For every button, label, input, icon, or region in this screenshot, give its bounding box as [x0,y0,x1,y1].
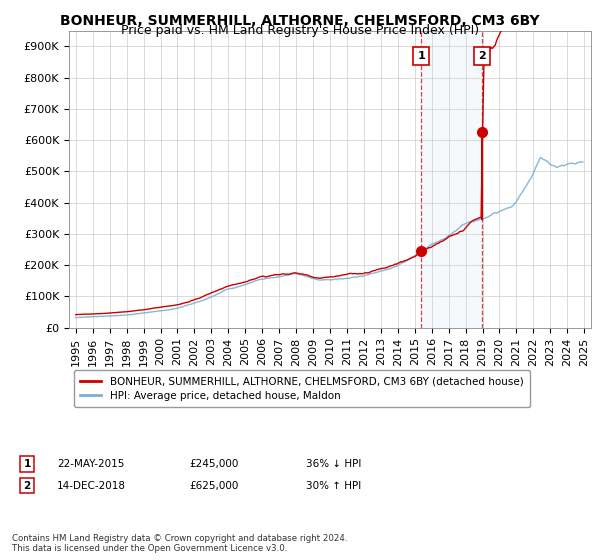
Text: 1: 1 [418,51,425,61]
Text: 30% ↑ HPI: 30% ↑ HPI [306,480,361,491]
Text: 2: 2 [23,480,31,491]
Text: Price paid vs. HM Land Registry's House Price Index (HPI): Price paid vs. HM Land Registry's House … [121,24,479,37]
Text: BONHEUR, SUMMERHILL, ALTHORNE, CHELMSFORD, CM3 6BY: BONHEUR, SUMMERHILL, ALTHORNE, CHELMSFOR… [60,14,540,28]
Bar [421,31,482,328]
Legend: BONHEUR, SUMMERHILL, ALTHORNE, CHELMSFORD, CM3 6BY (detached house), HPI: Averag: BONHEUR, SUMMERHILL, ALTHORNE, CHELMSFOR… [74,370,530,407]
Text: £625,000: £625,000 [189,480,238,491]
Text: 1: 1 [23,459,31,469]
Text: £245,000: £245,000 [189,459,238,469]
Text: 2: 2 [478,51,486,61]
Text: 22-MAY-2015: 22-MAY-2015 [57,459,124,469]
Text: 36% ↓ HPI: 36% ↓ HPI [306,459,361,469]
Text: Contains HM Land Registry data © Crown copyright and database right 2024.
This d: Contains HM Land Registry data © Crown c… [12,534,347,553]
Text: 14-DEC-2018: 14-DEC-2018 [57,480,126,491]
